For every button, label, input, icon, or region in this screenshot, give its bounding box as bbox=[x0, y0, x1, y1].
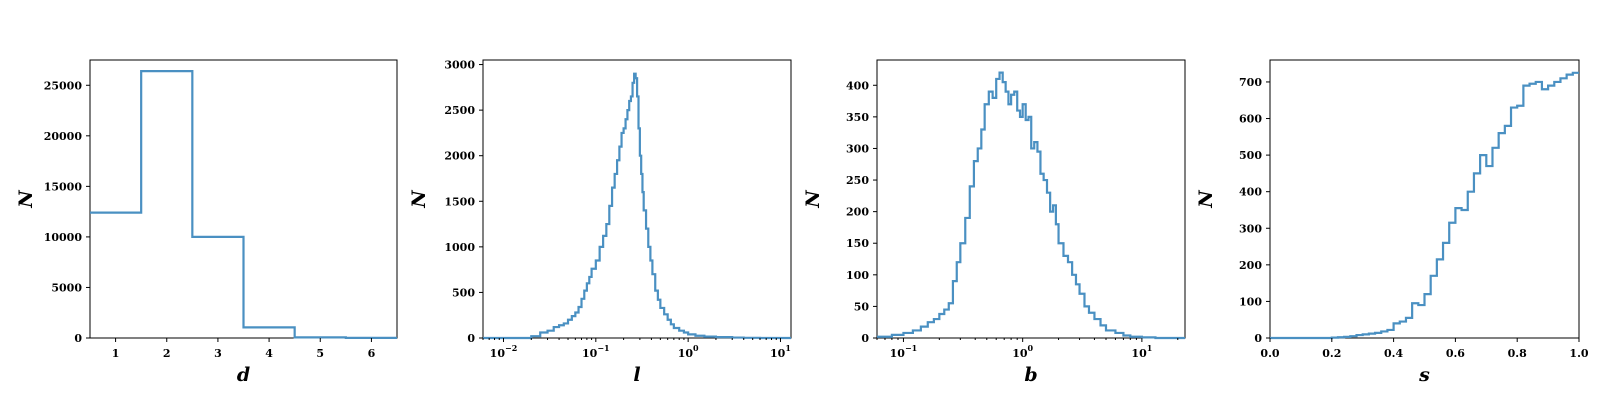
y-tick-label: 0 bbox=[74, 332, 82, 345]
y-tick-label: 250 bbox=[846, 174, 869, 187]
histogram-step-line bbox=[483, 72, 791, 340]
y-tick-label: 100 bbox=[846, 269, 869, 282]
y-axis-label: N bbox=[408, 190, 430, 209]
y-tick-label: 0 bbox=[1254, 332, 1262, 345]
plot-frame bbox=[89, 59, 398, 339]
y-axis-label: N bbox=[1195, 190, 1217, 209]
y-tick-label: 300 bbox=[846, 142, 869, 155]
plot-frame bbox=[876, 59, 1186, 339]
y-tick-label: 600 bbox=[1239, 113, 1262, 126]
x-tick-label: 2 bbox=[163, 347, 171, 360]
x-tick-label: 0.6 bbox=[1446, 347, 1465, 360]
histogram-step-line bbox=[877, 71, 1185, 340]
y-tick-label: 10000 bbox=[44, 231, 83, 244]
y-tick-label: 50 bbox=[854, 300, 870, 313]
histogram-panel-l: 0 500 1000 1500 2000 2500 3000 10−2 10−1 100 101 l N bbox=[408, 59, 792, 386]
y-tick-label: 1000 bbox=[444, 241, 475, 254]
y-tick-label: 350 bbox=[846, 111, 869, 124]
y-tick-label: 400 bbox=[846, 79, 869, 92]
y-tick-label: 0 bbox=[861, 332, 869, 345]
y-tick-label: 25000 bbox=[44, 79, 83, 92]
x-tick-label: 10−1 bbox=[582, 343, 610, 360]
y-tick-label: 500 bbox=[1239, 149, 1262, 162]
y-axis-label: N bbox=[15, 190, 37, 209]
y-tick-label: 3000 bbox=[444, 59, 475, 72]
y-tick-label: 300 bbox=[1239, 222, 1262, 235]
x-axis-label: l bbox=[633, 364, 640, 386]
x-tick-label: 0.2 bbox=[1322, 347, 1341, 360]
x-axis-label: b bbox=[1024, 364, 1037, 386]
x-axis-label: d bbox=[237, 364, 250, 386]
y-axis-label: N bbox=[802, 190, 824, 209]
y-tick-label: 700 bbox=[1239, 76, 1262, 89]
x-tick-label: 0.0 bbox=[1260, 347, 1279, 360]
y-tick-label: 15000 bbox=[44, 180, 83, 193]
x-tick-label: 5 bbox=[316, 347, 324, 360]
x-tick-label: 100 bbox=[678, 343, 699, 360]
histogram-panel-b: 0 50 100 150 200 250 300 350 400 10−1 100 101 b N bbox=[802, 59, 1186, 386]
histogram-panel-s: 0 100 200 300 400 500 600 700 0.0 0.2 0.4 0.6 0.8 1.0… bbox=[1195, 59, 1589, 386]
y-tick-label: 500 bbox=[452, 286, 475, 299]
y-tick-label: 100 bbox=[1239, 295, 1262, 308]
x-tick-label: 100 bbox=[1012, 343, 1033, 360]
y-tick-label: 20000 bbox=[44, 130, 83, 143]
y-tick-label: 1500 bbox=[444, 195, 475, 208]
y-tick-label: 5000 bbox=[51, 281, 82, 294]
x-tick-label: 1.0 bbox=[1569, 347, 1588, 360]
plot-frame bbox=[482, 59, 792, 339]
y-tick-label: 2000 bbox=[444, 150, 475, 163]
x-tick-label: 10−1 bbox=[890, 343, 918, 360]
plot-frame bbox=[1269, 59, 1580, 339]
y-tick-label: 200 bbox=[846, 206, 869, 219]
x-tick-label: 3 bbox=[214, 347, 222, 360]
x-axis-label: s bbox=[1418, 364, 1430, 386]
histogram-panel-d: 0 5000 10000 15000 20000 25000 1 2 3 4 5 6 d N bbox=[15, 59, 398, 386]
y-tick-label: 2500 bbox=[444, 104, 475, 117]
x-tick-label: 101 bbox=[770, 343, 791, 360]
y-tick-label: 400 bbox=[1239, 186, 1262, 199]
y-tick-label: 150 bbox=[846, 237, 869, 250]
y-tick-label: 200 bbox=[1239, 259, 1262, 272]
x-tick-label: 4 bbox=[265, 347, 273, 360]
x-tick-label: 0.4 bbox=[1384, 347, 1403, 360]
x-tick-label: 6 bbox=[368, 347, 376, 360]
x-tick-label: 1 bbox=[112, 347, 120, 360]
x-tick-label: 101 bbox=[1131, 343, 1152, 360]
histogram-step-line bbox=[90, 70, 397, 339]
y-tick-label: 0 bbox=[467, 332, 475, 345]
x-tick-label: 0.8 bbox=[1508, 347, 1527, 360]
histogram-step-line bbox=[1270, 71, 1579, 340]
x-tick-label: 10−2 bbox=[490, 343, 518, 360]
